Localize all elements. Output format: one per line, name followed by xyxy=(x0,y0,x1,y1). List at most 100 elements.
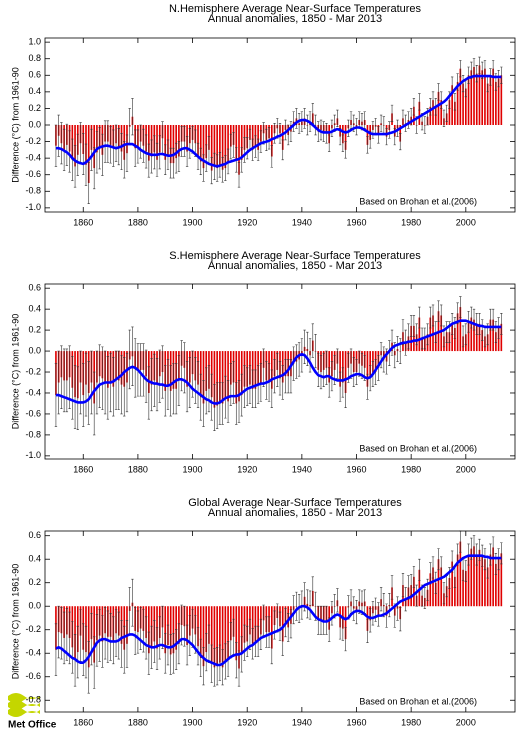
bar xyxy=(156,125,158,160)
error-bar xyxy=(265,616,268,648)
error-bar xyxy=(292,595,295,625)
error-bar xyxy=(101,346,104,411)
error-bar xyxy=(390,329,394,356)
bar xyxy=(221,125,224,170)
error-bar xyxy=(164,365,167,417)
smoothed-line xyxy=(55,319,502,405)
bar xyxy=(342,125,344,144)
bar xyxy=(454,328,456,352)
x-tick-label: 1880 xyxy=(128,717,148,727)
bar xyxy=(484,559,486,607)
bar xyxy=(281,125,284,150)
error-bar xyxy=(131,326,134,386)
error-bar xyxy=(267,127,271,150)
y-tick-label: -0.6 xyxy=(25,169,41,179)
error-bar xyxy=(139,124,142,159)
error-bar xyxy=(494,321,498,343)
chart-title: S.Hemisphere Average Near-Surface Temper… xyxy=(169,250,421,262)
error-bar xyxy=(117,350,120,411)
error-bar xyxy=(57,114,60,157)
x-tick-label: 1960 xyxy=(346,717,366,727)
y-tick-label: 0.2 xyxy=(28,577,41,587)
error-bar xyxy=(120,132,123,171)
error-bar xyxy=(478,538,481,561)
error-bar xyxy=(180,340,183,392)
error-bar xyxy=(358,589,361,614)
bar xyxy=(475,323,478,352)
bar xyxy=(93,606,96,663)
error-bar xyxy=(248,365,252,404)
bar xyxy=(448,100,451,125)
error-bar xyxy=(213,384,216,432)
error-bar xyxy=(174,363,178,415)
error-bar xyxy=(300,111,304,132)
error-bar xyxy=(456,302,459,325)
bar xyxy=(216,606,218,667)
error-bar xyxy=(82,363,85,427)
chart-subtitle: Annual anomalies, 1850 - Mar 2013 xyxy=(208,260,382,272)
error-bar xyxy=(440,304,443,327)
error-bar xyxy=(459,530,462,553)
smoothed-line xyxy=(55,554,502,667)
error-bar xyxy=(464,323,468,346)
error-bar xyxy=(106,356,110,420)
error-bar xyxy=(491,60,495,78)
bar xyxy=(451,323,453,352)
bar xyxy=(224,351,227,398)
bar xyxy=(492,547,494,607)
error-bar xyxy=(284,359,287,394)
error-bar xyxy=(210,157,213,185)
error-bar xyxy=(188,615,192,656)
error-bar xyxy=(412,98,416,116)
bar xyxy=(481,70,484,125)
y-tick-label: 1.0 xyxy=(28,37,41,47)
error-bar xyxy=(221,649,224,686)
error-bar xyxy=(322,352,325,387)
error-bar xyxy=(341,616,345,641)
error-bar xyxy=(153,620,156,663)
error-bar xyxy=(371,121,375,139)
error-bar xyxy=(229,622,233,659)
bar xyxy=(238,125,240,175)
bar xyxy=(478,323,481,352)
bar xyxy=(257,606,259,642)
error-bar xyxy=(153,353,156,407)
error-bar xyxy=(431,304,435,327)
error-bar xyxy=(87,361,90,425)
bar xyxy=(202,606,205,667)
error-bar xyxy=(243,624,246,661)
error-bar xyxy=(199,147,202,176)
error-bar xyxy=(57,350,60,415)
error-bar xyxy=(246,625,249,658)
error-bar xyxy=(478,56,481,74)
error-bar xyxy=(172,147,175,179)
error-bar xyxy=(144,349,148,403)
error-bar xyxy=(226,380,230,423)
error-bar xyxy=(87,641,90,694)
error-bar xyxy=(349,589,353,614)
bar xyxy=(235,351,238,404)
error-bar xyxy=(289,121,293,142)
error-bar xyxy=(440,91,443,109)
bar xyxy=(240,125,243,160)
bar xyxy=(432,100,434,125)
error-bar xyxy=(117,611,120,660)
error-bar xyxy=(491,536,495,559)
bar xyxy=(456,554,459,607)
bar xyxy=(240,606,243,655)
error-bar xyxy=(355,359,358,385)
y-tick-label: -0.2 xyxy=(25,366,41,376)
error-bar xyxy=(409,315,413,337)
x-tick-label: 1920 xyxy=(237,217,257,227)
panel: S.Hemisphere Average Near-Surface Temper… xyxy=(10,250,516,474)
bar xyxy=(251,606,254,644)
bar xyxy=(451,85,453,125)
error-bar xyxy=(243,137,246,163)
bar xyxy=(270,606,273,649)
y-tick-label: -0.4 xyxy=(25,153,41,163)
error-bar xyxy=(426,323,429,346)
bar xyxy=(251,125,254,150)
error-bar xyxy=(133,607,137,655)
error-bar xyxy=(429,306,432,329)
